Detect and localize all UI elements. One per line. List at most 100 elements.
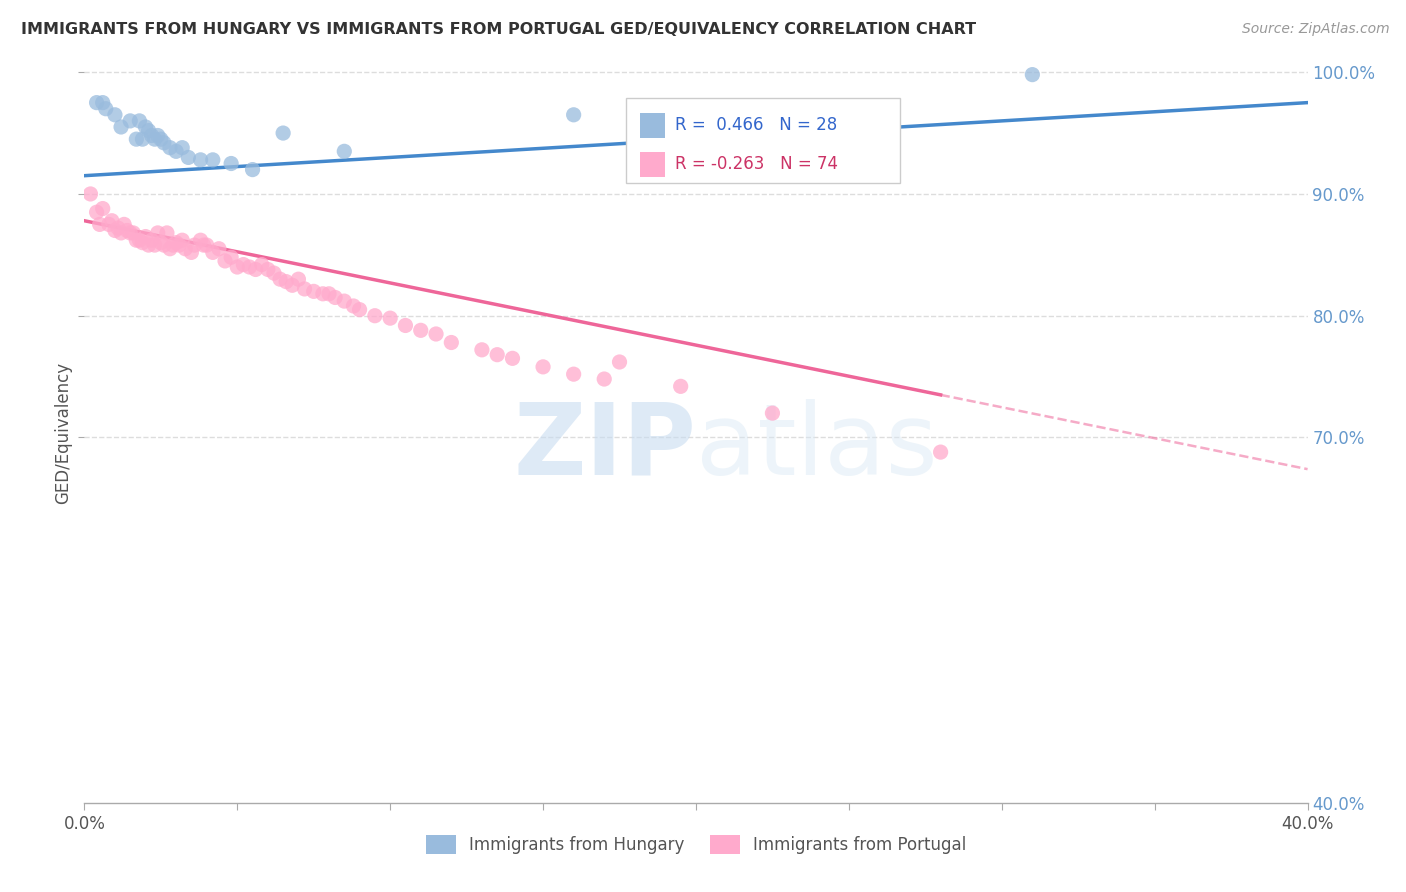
- Text: atlas: atlas: [696, 399, 938, 496]
- Point: [276, 275, 298, 289]
- Point: [208, 242, 231, 256]
- Point: [86, 205, 108, 219]
- Point: [94, 102, 117, 116]
- Point: [193, 238, 215, 252]
- Point: [153, 136, 176, 150]
- Point: [101, 213, 124, 227]
- Point: [122, 226, 145, 240]
- Text: R = -0.263   N = 74: R = -0.263 N = 74: [675, 155, 838, 173]
- Point: [190, 233, 212, 247]
- Point: [79, 186, 101, 201]
- Point: [333, 145, 356, 159]
- Point: [242, 162, 264, 177]
- Point: [219, 156, 242, 170]
- Point: [669, 379, 692, 393]
- Point: [86, 95, 108, 110]
- Point: [159, 242, 181, 256]
- Point: [120, 114, 142, 128]
- Point: [409, 323, 432, 337]
- Point: [97, 218, 120, 232]
- Point: [104, 108, 127, 122]
- Point: [165, 145, 187, 159]
- Point: [214, 254, 236, 268]
- Point: [131, 235, 153, 250]
- Point: [115, 223, 138, 237]
- Point: [172, 233, 194, 247]
- Point: [172, 141, 194, 155]
- Point: [135, 229, 157, 244]
- Point: [120, 226, 142, 240]
- Point: [245, 262, 267, 277]
- Y-axis label: GED/Equivalency: GED/Equivalency: [53, 361, 72, 504]
- Point: [263, 266, 285, 280]
- Text: IMMIGRANTS FROM HUNGARY VS IMMIGRANTS FROM PORTUGAL GED/EQUIVALENCY CORRELATION : IMMIGRANTS FROM HUNGARY VS IMMIGRANTS FR…: [21, 22, 976, 37]
- Text: ZIP: ZIP: [513, 399, 696, 496]
- Point: [141, 128, 163, 143]
- Point: [149, 132, 172, 146]
- Point: [110, 120, 132, 134]
- Point: [238, 260, 260, 274]
- Point: [531, 359, 554, 374]
- Point: [761, 406, 783, 420]
- Point: [257, 262, 280, 277]
- Point: [232, 258, 254, 272]
- Point: [593, 372, 616, 386]
- Point: [125, 132, 148, 146]
- Point: [250, 258, 273, 272]
- Point: [146, 226, 169, 240]
- Point: [364, 309, 387, 323]
- Point: [110, 226, 132, 240]
- Point: [138, 238, 160, 252]
- Point: [287, 272, 309, 286]
- Point: [131, 132, 153, 146]
- Point: [425, 326, 447, 341]
- Point: [219, 250, 242, 264]
- Point: [471, 343, 494, 357]
- Point: [165, 235, 187, 250]
- Text: Source: ZipAtlas.com: Source: ZipAtlas.com: [1241, 22, 1389, 37]
- Point: [486, 348, 509, 362]
- Point: [125, 233, 148, 247]
- Point: [502, 351, 524, 366]
- Point: [333, 294, 356, 309]
- Point: [440, 335, 463, 350]
- Point: [201, 245, 224, 260]
- Point: [91, 95, 114, 110]
- Point: [281, 278, 304, 293]
- Point: [128, 233, 150, 247]
- Point: [195, 238, 218, 252]
- Point: [349, 302, 371, 317]
- Point: [89, 218, 111, 232]
- Point: [380, 311, 402, 326]
- Point: [609, 355, 631, 369]
- Legend: Immigrants from Hungary, Immigrants from Portugal: Immigrants from Hungary, Immigrants from…: [419, 829, 973, 861]
- Point: [141, 233, 163, 247]
- Point: [146, 128, 169, 143]
- Point: [342, 299, 364, 313]
- Point: [143, 238, 166, 252]
- Point: [174, 242, 197, 256]
- Point: [143, 132, 166, 146]
- Point: [312, 286, 335, 301]
- Point: [562, 108, 585, 122]
- Point: [271, 126, 294, 140]
- Point: [180, 245, 202, 260]
- Point: [190, 153, 212, 167]
- Point: [112, 218, 135, 232]
- Point: [149, 235, 172, 250]
- Point: [128, 114, 150, 128]
- Point: [562, 367, 585, 381]
- Point: [135, 120, 157, 134]
- Point: [167, 238, 190, 252]
- Point: [153, 238, 176, 252]
- Text: R =  0.466   N = 28: R = 0.466 N = 28: [675, 116, 837, 134]
- Point: [929, 445, 952, 459]
- Point: [226, 260, 249, 274]
- Point: [294, 282, 316, 296]
- Point: [318, 286, 340, 301]
- Point: [1021, 68, 1043, 82]
- Point: [269, 272, 291, 286]
- Point: [323, 290, 346, 304]
- Point: [91, 202, 114, 216]
- Point: [394, 318, 416, 333]
